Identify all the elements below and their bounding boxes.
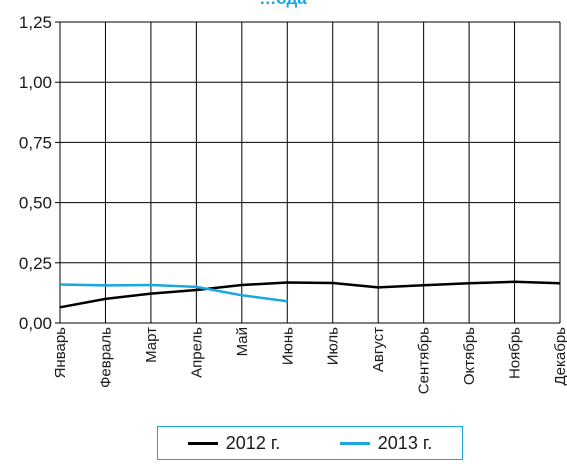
legend-swatch-2013 (339, 441, 370, 445)
y-tick-label: 0,75 (19, 133, 52, 152)
legend-item-2012: 2012 г. (187, 432, 281, 454)
x-tick-label: Май (234, 327, 251, 356)
x-tick-label: Август (370, 327, 387, 372)
x-tick-label: Июль (325, 327, 342, 365)
y-tick-label: 0,00 (19, 314, 52, 333)
chart-title: …ода (259, 0, 307, 8)
x-tick-label: Ноябрь (507, 327, 524, 379)
x-tick-label: Март (143, 327, 160, 363)
series-lines (59, 280, 561, 309)
legend-label-2013: 2013 г. (377, 432, 433, 453)
y-tick-label: 1,25 (19, 13, 52, 32)
legend-label-2012: 2012 г. (225, 432, 281, 453)
legend: 2012 г. 2013 г. (157, 426, 463, 460)
y-tick-label: 0,25 (19, 254, 52, 273)
x-tick-label: Февраль (97, 327, 114, 388)
x-tick-label: Октябрь (461, 327, 478, 385)
x-tick-label: Декабрь (552, 327, 567, 386)
x-axis-ticks: Январь Февраль Март Апрель Май Июнь Июль Август… (52, 327, 567, 394)
y-tick-label: 1,00 (19, 73, 52, 92)
x-tick-label: Июнь (279, 327, 296, 365)
y-tick-label: 0,50 (19, 194, 52, 213)
series-line-1 (59, 283, 288, 303)
x-tick-label: Сентябрь (416, 327, 433, 394)
x-tick-label: Январь (52, 327, 69, 379)
legend-item-2013: 2013 г. (339, 432, 433, 454)
line-chart: …ода 0,00 0,25 0,50 0,75 1,00 1,25 Январь Февр… (19, 0, 567, 394)
x-tick-label: Апрель (188, 327, 205, 378)
grid (59, 21, 561, 324)
legend-swatch-2012 (187, 441, 218, 445)
y-axis-ticks: 0,00 0,25 0,50 0,75 1,00 1,25 (19, 13, 60, 333)
series-line-0 (59, 280, 561, 309)
